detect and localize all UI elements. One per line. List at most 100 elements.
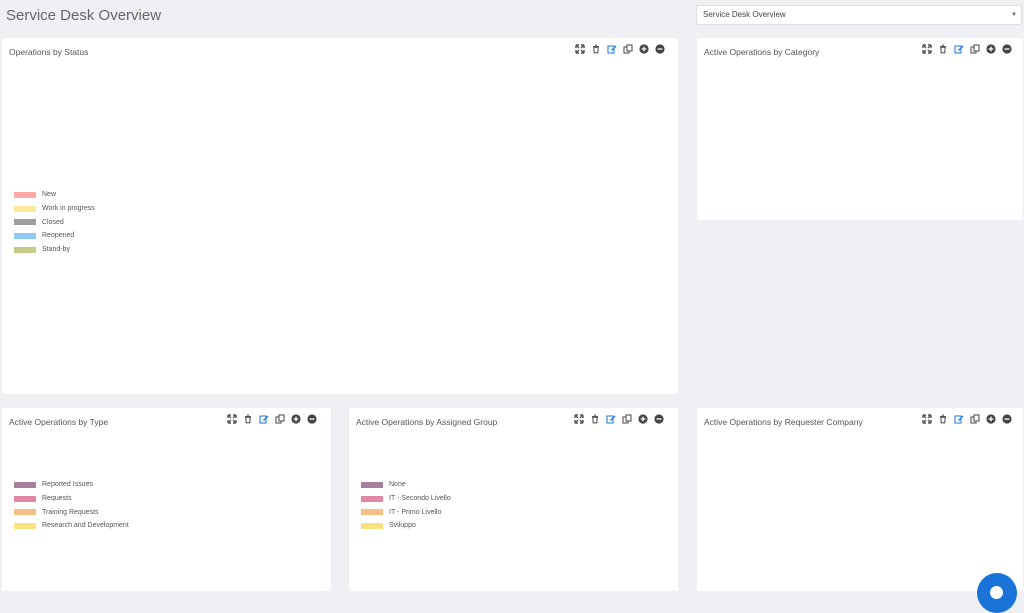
plus-circle-icon bbox=[290, 413, 301, 424]
copy-icon bbox=[622, 43, 633, 54]
legend-item[interactable]: Closed bbox=[14, 215, 95, 229]
panel-operations-by-category: Active Operations by Category 012345678U… bbox=[697, 38, 1023, 220]
panel-operations-by-group: Active Operations by Assigned Group None… bbox=[349, 408, 678, 591]
trash-icon bbox=[939, 414, 946, 423]
minus-circle-icon bbox=[1001, 43, 1012, 54]
panel-title: Operations by Status bbox=[9, 47, 89, 57]
legend-item[interactable]: None bbox=[361, 478, 451, 492]
legend-swatch bbox=[361, 522, 383, 529]
trash-button[interactable] bbox=[242, 413, 253, 424]
minus-circle-button[interactable] bbox=[653, 413, 664, 424]
copy-icon bbox=[274, 413, 285, 424]
expand-button[interactable] bbox=[574, 43, 585, 54]
legend-label: Reported Issues bbox=[42, 481, 93, 489]
legend-item[interactable]: Work in progress bbox=[14, 202, 95, 216]
chart-legend: New Work in progress Closed Reopened Stand-b… bbox=[14, 188, 95, 256]
legend-swatch bbox=[14, 246, 36, 253]
plus-circle-button[interactable] bbox=[637, 413, 648, 424]
edit-button[interactable] bbox=[953, 413, 964, 424]
copy-button[interactable] bbox=[621, 413, 632, 424]
pie-chart bbox=[2, 38, 678, 394]
edit-button[interactable] bbox=[606, 43, 617, 54]
panel-toolbar bbox=[226, 413, 317, 424]
panel-title: Active Operations by Assigned Group bbox=[356, 417, 498, 427]
plus-circle-button[interactable] bbox=[638, 43, 649, 54]
legend-item[interactable]: IT - Primo Livello bbox=[361, 505, 451, 519]
legend-item[interactable]: IT - Secondo Livello bbox=[361, 492, 451, 506]
plus-circle-icon bbox=[985, 413, 996, 424]
panel-toolbar: 012345NoneACME InternationalACME FranceI… bbox=[921, 413, 1012, 424]
trash-button[interactable] bbox=[590, 43, 601, 54]
legend-label: Research and Development bbox=[42, 522, 129, 530]
legend-swatch bbox=[361, 509, 383, 516]
copy-icon bbox=[969, 413, 980, 424]
expand-button[interactable]: 012345NoneACME InternationalACME FranceI… bbox=[921, 413, 932, 424]
chat-icon bbox=[990, 586, 1003, 599]
legend-item[interactable]: New bbox=[14, 188, 95, 202]
legend-label: Closed bbox=[42, 218, 64, 226]
trash-icon bbox=[244, 414, 251, 423]
panel-toolbar bbox=[574, 43, 665, 54]
panel-toolbar bbox=[573, 413, 664, 424]
legend-label: Reopened bbox=[42, 232, 75, 240]
expand-button[interactable] bbox=[226, 413, 237, 424]
edit-button[interactable] bbox=[258, 413, 269, 424]
panel-title: Active Operations by Type bbox=[9, 417, 109, 427]
legend-item[interactable]: Research and Development bbox=[14, 519, 129, 533]
edit-icon bbox=[605, 414, 615, 424]
legend-label: Work in progress bbox=[42, 205, 95, 213]
copy-icon bbox=[621, 413, 632, 424]
trash-button[interactable] bbox=[589, 413, 600, 424]
plus-circle-button[interactable] bbox=[985, 43, 996, 54]
edit-icon bbox=[258, 414, 268, 424]
minus-circle-icon bbox=[1001, 413, 1012, 424]
minus-circle-button[interactable] bbox=[1001, 413, 1012, 424]
legend-item[interactable]: Sviluppo bbox=[361, 519, 451, 533]
copy-icon bbox=[969, 43, 980, 54]
panel-title: Active Operations by Category bbox=[704, 47, 820, 57]
copy-button[interactable] bbox=[969, 413, 980, 424]
minus-circle-button[interactable] bbox=[1001, 43, 1012, 54]
plus-circle-button[interactable] bbox=[290, 413, 301, 424]
minus-circle-button[interactable] bbox=[654, 43, 665, 54]
trash-icon bbox=[592, 44, 599, 53]
legend-swatch bbox=[14, 509, 36, 516]
pie-chart bbox=[349, 408, 678, 591]
plus-circle-button[interactable] bbox=[985, 413, 996, 424]
expand-icon bbox=[226, 413, 237, 424]
edit-button[interactable] bbox=[953, 43, 964, 54]
plus-circle-icon bbox=[638, 43, 649, 54]
plus-circle-icon bbox=[637, 413, 648, 424]
copy-button[interactable] bbox=[969, 43, 980, 54]
trash-button[interactable] bbox=[937, 413, 948, 424]
hbar-chart bbox=[697, 408, 1023, 591]
legend-swatch bbox=[14, 522, 36, 529]
expand-icon bbox=[573, 413, 584, 424]
minus-circle-icon bbox=[653, 413, 664, 424]
expand-button[interactable] bbox=[573, 413, 584, 424]
dashboard-select-value: Service Desk Overview bbox=[703, 10, 786, 19]
legend-label: Sviluppo bbox=[389, 522, 416, 530]
legend-item[interactable]: Reopened bbox=[14, 229, 95, 243]
legend-swatch bbox=[14, 191, 36, 198]
edit-button[interactable] bbox=[605, 413, 616, 424]
copy-button[interactable] bbox=[622, 43, 633, 54]
copy-button[interactable] bbox=[274, 413, 285, 424]
minus-circle-button[interactable] bbox=[306, 413, 317, 424]
trash-button[interactable] bbox=[937, 43, 948, 54]
expand-button[interactable]: 012345678User EquipmentNetworkIT Hardwar… bbox=[921, 43, 932, 54]
legend-item[interactable]: Requests bbox=[14, 492, 129, 506]
page-title: Service Desk Overview bbox=[6, 7, 162, 24]
legend-item[interactable]: Stand-by bbox=[14, 243, 95, 257]
legend-item[interactable]: Training Requests bbox=[14, 505, 129, 519]
panel-operations-by-status: Operations by Status New Work in progress… bbox=[2, 38, 678, 394]
legend-label: IT - Primo Livello bbox=[389, 508, 442, 516]
legend-item[interactable]: Reported Issues bbox=[14, 478, 129, 492]
chevron-down-icon: ▼ bbox=[1011, 12, 1017, 18]
chart-legend: None IT - Secondo Livello IT - Primo Livel… bbox=[361, 478, 451, 533]
dashboard-select[interactable]: Service Desk Overview ▼ bbox=[696, 5, 1022, 25]
legend-swatch bbox=[14, 495, 36, 502]
expand-icon: 012345678User EquipmentNetworkIT Hardwar… bbox=[921, 43, 932, 54]
legend-label: Stand-by bbox=[42, 246, 71, 254]
chat-button[interactable] bbox=[977, 573, 1017, 613]
